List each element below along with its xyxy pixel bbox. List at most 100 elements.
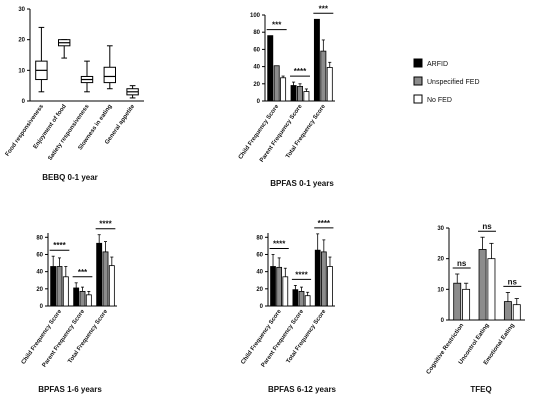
- y-tick-label: 80: [36, 235, 43, 241]
- significance-label: ****: [53, 241, 66, 250]
- x-tick-label: Cognitive Restriction: [426, 322, 466, 375]
- bar: [453, 282, 462, 321]
- y-tick-label: 80: [253, 30, 260, 36]
- bar: [267, 35, 274, 102]
- bar: [108, 265, 115, 307]
- bar: [73, 287, 80, 307]
- bar: [462, 288, 471, 321]
- y-tick-label: 80: [256, 235, 263, 241]
- x-tick-label: Total Frequency Score: [67, 308, 109, 365]
- y-tick-label: 20: [256, 287, 263, 293]
- bar: [96, 242, 103, 307]
- bar: [326, 67, 333, 102]
- chart-title: BPFAS 1-6 years: [38, 385, 102, 394]
- x-tick-label: Child Frequency Score: [240, 308, 283, 366]
- y-tick-label: 60: [253, 47, 260, 53]
- x-tick-label: Food responsiveness: [5, 103, 46, 158]
- bar: [313, 18, 320, 102]
- chart-title: TFEQ: [470, 385, 491, 394]
- bar: [314, 249, 321, 307]
- legend-swatch: [413, 76, 423, 86]
- y-tick-label: 30: [18, 7, 25, 13]
- bar: [270, 266, 276, 307]
- significance-label: ****: [99, 220, 112, 229]
- chart-title: BPFAS 0-1 years: [270, 179, 334, 188]
- y-tick-label: 60: [36, 252, 43, 258]
- bar: [297, 85, 303, 102]
- legend-label: No FED: [427, 97, 452, 104]
- y-tick-label: 20: [437, 257, 444, 263]
- chart-panel-4: 0 20 40 60 80 **** **** **** Child Frequency Sco…: [240, 219, 336, 394]
- bar: [50, 266, 57, 307]
- significance-label: ****: [318, 219, 331, 228]
- y-tick-label: 0: [40, 304, 44, 310]
- x-tick-label: Total Frequency Score: [286, 308, 328, 365]
- bar: [85, 294, 92, 307]
- y-tick-label: 20: [36, 287, 43, 293]
- box-body: [103, 66, 116, 84]
- bar: [56, 266, 63, 307]
- chart-title: BPFAS 6-12 years: [268, 385, 337, 394]
- x-tick-label: Parent Frequency Score: [259, 103, 304, 164]
- bar: [503, 301, 512, 321]
- y-tick-label: 40: [256, 270, 263, 276]
- x-tick-label: Child Frequency Score: [238, 103, 281, 161]
- legend-swatch: [413, 58, 423, 68]
- x-tick-label: Child Frequency Score: [21, 308, 64, 366]
- significance-label: ****: [294, 67, 307, 76]
- bar: [298, 290, 305, 307]
- significance-label: ***: [272, 21, 282, 30]
- bar: [320, 251, 327, 307]
- y-tick-label: 0: [260, 304, 264, 310]
- significance-label: ***: [319, 4, 329, 13]
- significance-label: ****: [295, 270, 308, 279]
- y-tick-label: 40: [36, 270, 43, 276]
- significance-label: ***: [78, 268, 88, 277]
- significance-label: ns: [457, 259, 467, 268]
- y-tick-label: 10: [437, 287, 444, 293]
- y-tick-label: 20: [18, 38, 25, 44]
- y-tick-label: 20: [253, 82, 260, 88]
- bar: [292, 289, 299, 307]
- significance-label: ****: [273, 239, 286, 248]
- bar: [102, 251, 109, 307]
- bar: [62, 276, 69, 307]
- y-tick-label: 0: [257, 99, 261, 105]
- bar: [303, 91, 310, 102]
- bar: [290, 85, 297, 102]
- bar: [478, 249, 487, 321]
- bar: [487, 258, 496, 321]
- y-tick-label: 10: [18, 68, 25, 74]
- legend-swatch: [413, 94, 423, 104]
- bar: [280, 77, 287, 102]
- bar: [512, 304, 521, 321]
- significance-label: ns: [508, 277, 518, 286]
- legend-label: Unspecified FED: [427, 79, 480, 86]
- x-tick-label: Total Frequency Score: [285, 103, 327, 160]
- bar: [282, 276, 289, 307]
- bar: [304, 295, 311, 307]
- y-tick-label: 60: [256, 252, 263, 258]
- x-tick-label: Parent Frequency Score: [42, 308, 87, 369]
- y-tick-label: 40: [253, 65, 260, 71]
- bar: [273, 65, 280, 102]
- significance-label: ns: [482, 222, 492, 231]
- legend: ARFID Unspecified FED No FED: [413, 58, 480, 104]
- bar: [327, 266, 333, 307]
- bar: [320, 50, 327, 102]
- x-tick-label: Parent Frequency Score: [261, 308, 306, 369]
- y-tick-label: 0: [441, 318, 445, 324]
- y-tick-label: 100: [250, 13, 261, 19]
- legend-label: ARFID: [427, 61, 448, 68]
- bar: [79, 290, 86, 307]
- x-tick-label: Satiety responsiveness: [47, 103, 91, 162]
- y-tick-label: 30: [437, 226, 444, 232]
- chart-title: BEBQ 0-1 year: [42, 173, 98, 182]
- y-tick-label: 0: [22, 99, 26, 105]
- bar: [276, 266, 283, 307]
